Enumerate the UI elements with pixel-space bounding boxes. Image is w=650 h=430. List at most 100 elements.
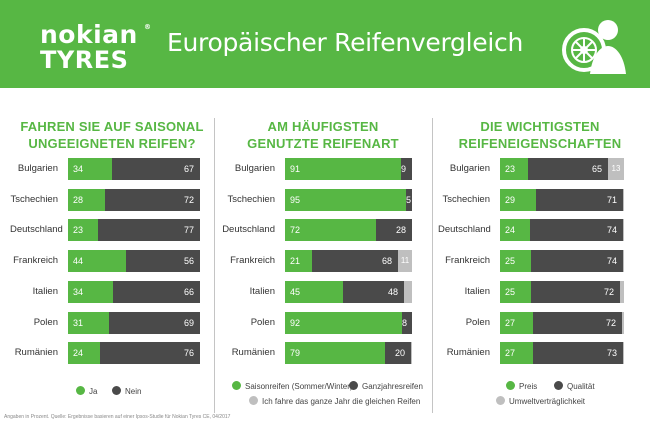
bar-segment: 20 [385, 342, 411, 365]
bar-segment: 71 [536, 188, 623, 211]
bar-segment: 72 [533, 311, 622, 334]
stacked-bar: 23 65 13 [500, 158, 624, 180]
divider-left [214, 118, 215, 413]
legend-dot-ganzjahresreifen [349, 381, 358, 391]
chart-row: Italien 25723 [438, 280, 624, 303]
category-label: Deutschland [438, 224, 491, 236]
bar-segment: 72 [285, 219, 376, 242]
category-label: Tschechien [227, 193, 275, 205]
bar-segment: 13 [608, 158, 624, 180]
chart-row: Bulgarien 34 67 [10, 158, 200, 180]
chart-row: Rumänien 79201 [220, 342, 412, 365]
category-label: Bulgarien [234, 163, 275, 174]
bar-segment: 5 [406, 188, 412, 211]
stacked-bar: 34 67 [68, 158, 200, 180]
bar-segment: 1 [623, 188, 624, 211]
bar-segment: 2 [622, 311, 624, 334]
category-label: Frankreich [13, 255, 58, 267]
stacked-bar: 44 56 [68, 250, 200, 273]
bar-segment: 56 [126, 250, 200, 273]
bar-segment: 74 [530, 219, 623, 242]
category-label: Bulgarien [17, 163, 58, 174]
logo-line1: nokian [40, 20, 138, 49]
chart-row: Italien 45486 [220, 280, 412, 303]
bar-segment: 21 [285, 250, 312, 273]
bar-segment: 45 [285, 280, 343, 303]
category-label: Frankreich [445, 255, 490, 267]
panel-title-tyre-type-line1: AM HÄUFIGSTEN [267, 119, 379, 134]
stacked-bar: 79201 [285, 342, 412, 365]
tyre-and-person-icon [562, 20, 626, 74]
bar-segment: 8 [402, 311, 412, 334]
bar-segment: 1 [411, 342, 412, 365]
category-label: Italien [249, 285, 275, 297]
bar-segment: 27 [500, 311, 533, 334]
stacked-bar: 25723 [500, 280, 624, 303]
category-label: Rumänien [446, 347, 490, 359]
chart-properties: Bulgarien236513Tschechien29711Deutschlan… [438, 158, 624, 368]
bar-segment: 67 [112, 158, 200, 180]
category-label: Deutschland [222, 224, 275, 236]
panel-title-tyre-type: AM HÄUFIGSTEN GENUTZTE REIFENART [222, 118, 424, 152]
chart-row: Deutschland 24741 [438, 219, 624, 242]
chart-row: Tschechien 29711 [438, 188, 624, 211]
legend-item-nein: Nein [112, 386, 141, 398]
category-label: Rumänien [14, 347, 58, 359]
bar-segment: 72 [105, 188, 200, 211]
bar-segment: 24 [68, 342, 100, 365]
bar-segment: 74 [531, 250, 623, 273]
panel-title-tyre-type-line2: GENUTZTE REIFENART [247, 136, 399, 151]
stacked-bar: 31 69 [68, 311, 200, 334]
legend-label-saisonreifen: Saisonreifen (Sommer/Winter) [245, 382, 353, 391]
stacked-bar: 24 76 [68, 342, 200, 365]
stacked-bar: 45486 [285, 280, 412, 303]
bar-segment: 76 [100, 342, 200, 365]
bar-segment: 23 [500, 158, 528, 180]
chart-row: Rumänien 24 76 [10, 342, 200, 365]
legend-dot-umwelt [496, 396, 505, 406]
bar-segment: 77 [98, 219, 200, 242]
bar-segment: 25 [500, 250, 531, 273]
chart-row: Frankreich 21 68 11 [220, 250, 412, 273]
bar-segment: 44 [68, 250, 126, 273]
bar-segment: 1 [623, 342, 624, 365]
divider-right [432, 118, 433, 413]
panel-title-properties: DIE WICHTIGSTEN REIFENEIGENSCHAFTEN [438, 118, 642, 152]
bar-segment: 34 [68, 158, 112, 180]
legend-item-umwelt: Umweltverträglichkeit [496, 396, 585, 408]
legend-label-gleiche-reifen: Ich fahre das ganze Jahr die gleichen Re… [262, 397, 421, 406]
header-banner: nokian TYRES ® Europäischer Reifenvergle… [0, 0, 650, 88]
legend-label-ja: Ja [89, 387, 98, 396]
legend-label-nein: Nein [125, 387, 142, 396]
page-title: Europäischer Reifenvergleich [167, 28, 523, 57]
bar-segment: 1 [623, 250, 624, 273]
legend-item-gleiche-reifen: Ich fahre das ganze Jahr die gleichen Re… [249, 396, 420, 408]
source-footnote: Angaben in Prozent. Quelle: Ergebnisse b… [4, 414, 231, 420]
bar-segment: 28 [376, 219, 412, 242]
panel-title-seasonal-line1: FAHREN SIE AUF SAISONAL [20, 119, 204, 134]
bar-segment: 28 [68, 188, 105, 211]
chart-seasonal: Bulgarien 34 67 Tschechien 28 72 Deutschland 23… [10, 158, 200, 368]
logo-line2: TYRES [40, 46, 129, 74]
chart-row: Bulgarien 91 9 [220, 158, 412, 180]
legend-item-ganzjahresreifen: Ganzjahresreifen [349, 381, 423, 393]
bar-segment: 31 [68, 311, 109, 334]
chart-row: Deutschland 23 77 [10, 219, 200, 242]
stacked-bar: 27731 [500, 342, 624, 365]
stacked-bar: 23 77 [68, 219, 200, 242]
bar-segment: 95 [285, 188, 406, 211]
category-label: Italien [32, 285, 58, 297]
bar-segment: 29 [500, 188, 536, 211]
bar-segment: 25 [500, 280, 531, 303]
stacked-bar: 72 28 [285, 219, 412, 242]
legend-label-qualitaet: Qualität [567, 382, 595, 391]
legend-item-ja: Ja [76, 386, 97, 398]
category-label: Italien [464, 285, 490, 297]
chart-row: Polen 92 8 [220, 311, 412, 334]
legend-item-qualitaet: Qualität [554, 381, 595, 393]
chart-tyre-type: Bulgarien 91 9 Tschechien 95 5 Deutschland 72 28… [220, 158, 412, 368]
bar-segment: 27 [500, 342, 533, 365]
legend-item-preis: Preis [506, 381, 537, 393]
bar-segment: 68 [312, 250, 398, 273]
legend-dot-nein [112, 386, 121, 396]
